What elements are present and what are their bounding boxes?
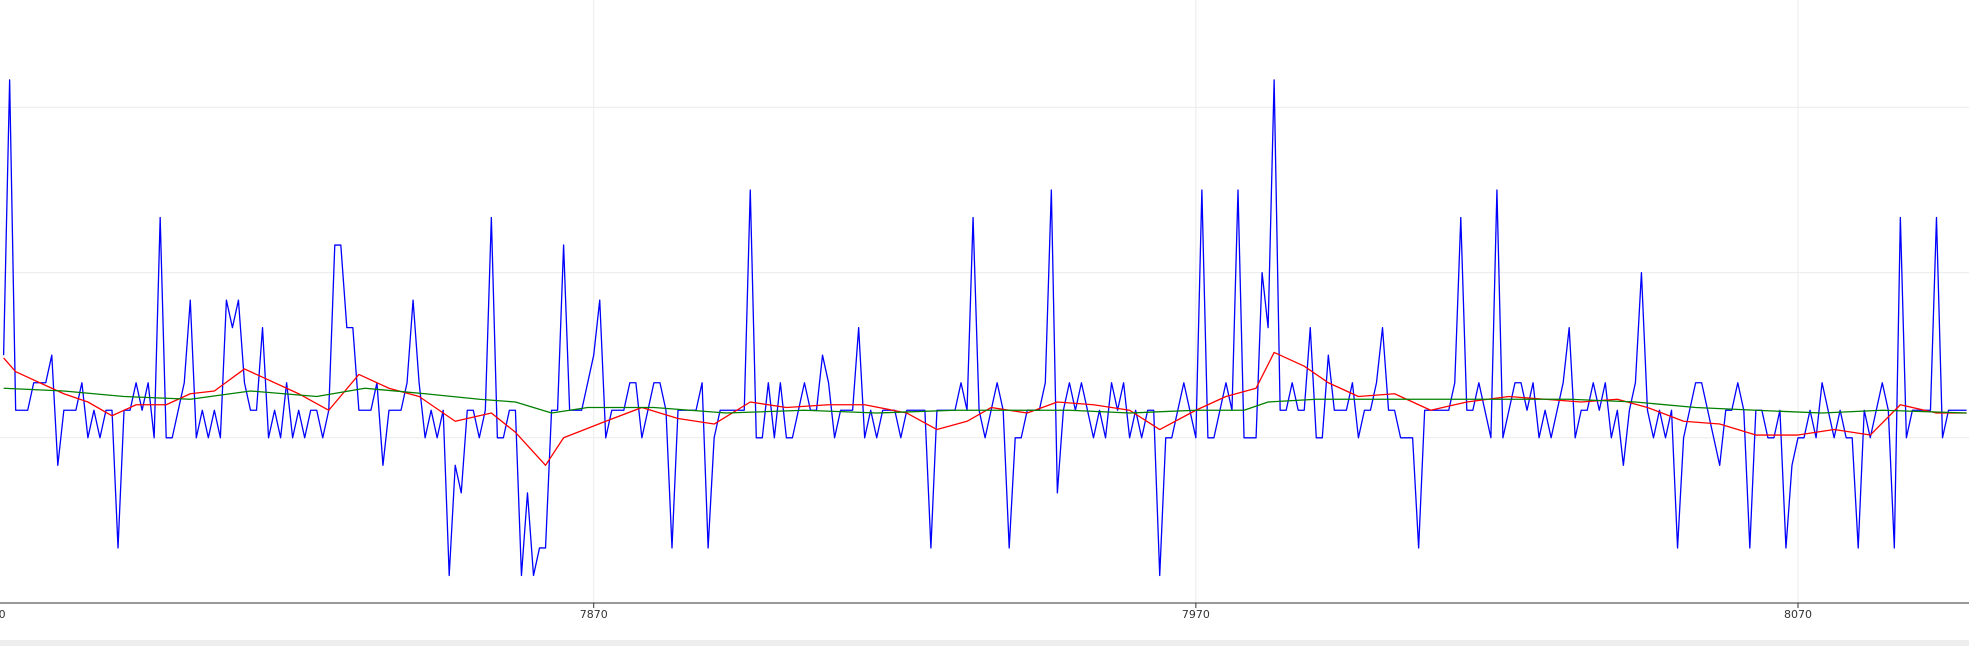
x-tick-label: 8070: [1784, 608, 1812, 621]
series-line: [3, 351, 1967, 466]
x-tick-label: 7770: [0, 608, 6, 621]
series-line: [2, 79, 1967, 577]
series-line: [3, 387, 1967, 414]
x-tick-label: 7870: [580, 608, 608, 621]
x-tick-label: 7970: [1182, 608, 1210, 621]
scrollbar-track: [0, 640, 1969, 646]
